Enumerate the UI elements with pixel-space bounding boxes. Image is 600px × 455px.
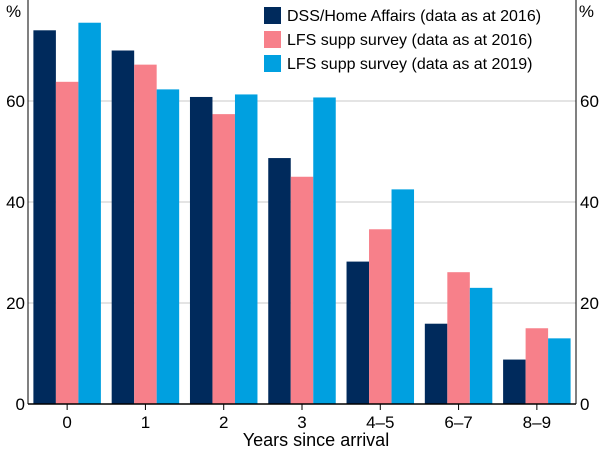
x-tick-label: 3 [297,413,306,432]
bar-2-6 [447,272,470,404]
bar-3-5 [391,189,415,404]
bar-2-2 [134,64,157,404]
legend-label: LFS supp survey (data as at 2019) [287,56,532,73]
x-axis-title: Years since arrival [243,430,389,450]
bar-1-7 [503,359,526,404]
legend-label: LFS supp survey (data as at 2016) [287,32,532,49]
x-tick-label: 8–9 [523,413,551,432]
y-axis-unit-right: % [579,2,594,21]
plot-frame [27,0,577,410]
y-tick-label-right: 0 [580,395,589,414]
x-tick-label: 1 [141,413,150,432]
y-axis-unit-left: % [6,2,21,21]
y-tick-label-left: 60 [6,92,25,111]
bar-2-5 [369,229,392,404]
axis-labels: 0 0 20 20 40 40 60 60 0 1 2 3 4–5 6–7 8–9 [6,92,599,432]
legend-swatch [264,7,281,24]
bar-2-4 [290,176,314,404]
y-tick-label-right: 60 [580,92,599,111]
bar-1-4 [268,158,291,404]
bar-3-2 [156,89,180,404]
x-tick-label: 2 [219,413,228,432]
bar-2-7 [525,328,549,404]
bar-2-1 [55,81,79,404]
bar-3-1 [78,22,101,404]
x-tick-label: 6–7 [444,413,472,432]
bar-3-6 [469,287,493,404]
legend-swatch [264,31,281,48]
bar-1-5 [346,261,370,404]
bars [33,22,571,405]
y-tick-label-left: 0 [16,395,25,414]
bar-2-3 [212,114,235,404]
y-tick-label-left: 40 [6,193,25,212]
bar-1-1 [33,30,56,405]
bar-1-3 [189,96,213,405]
bar-1-2 [111,50,135,404]
x-tick-label: 0 [62,413,71,432]
bar-3-4 [313,97,336,404]
legend-label: DSS/Home Affairs (data as at 2016) [287,8,541,25]
x-tick-label: 4–5 [366,413,394,432]
bar-3-3 [234,94,258,404]
bar-3-7 [548,338,571,404]
legend: DSS/Home Affairs (data as at 2016) LFS su… [264,7,541,73]
legend-swatch [264,55,281,72]
bar-1-6 [424,323,448,404]
y-tick-label-right: 20 [580,294,599,313]
y-tick-label-left: 20 [6,294,25,313]
y-tick-label-right: 40 [580,193,599,212]
